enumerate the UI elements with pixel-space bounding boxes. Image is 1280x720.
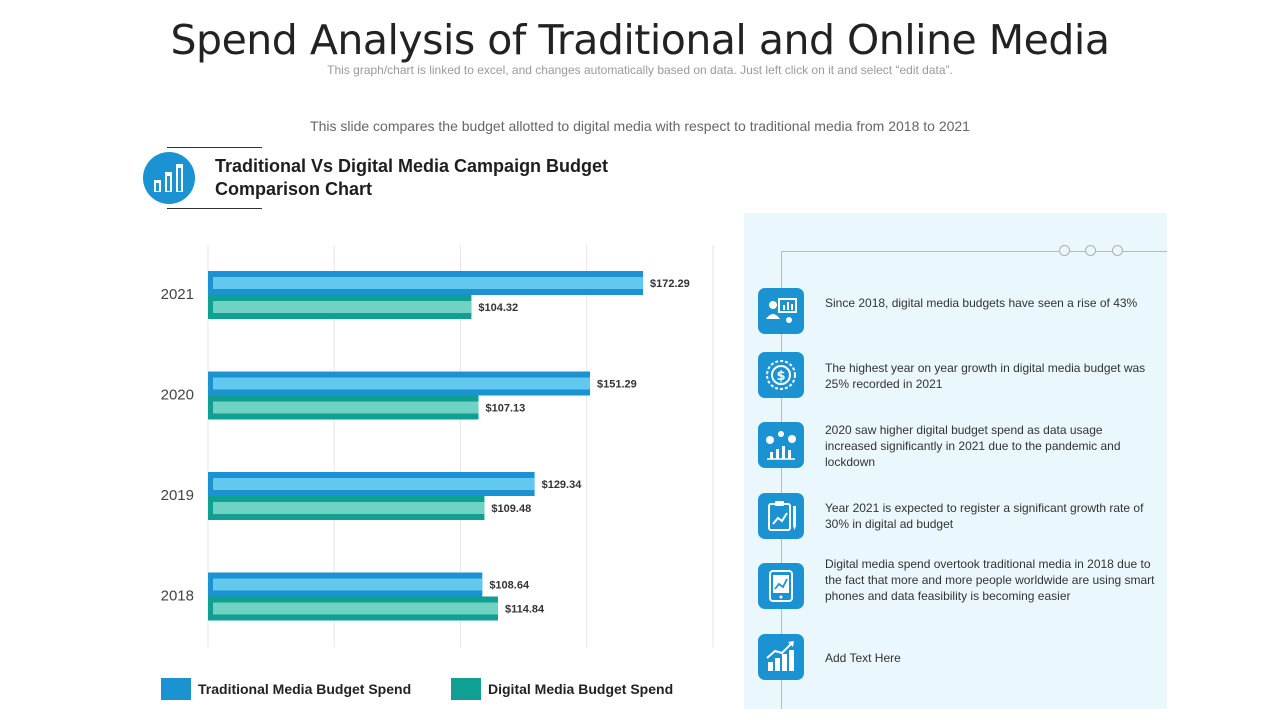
bar-highlight: [213, 478, 535, 490]
data-label: $114.84: [505, 604, 545, 616]
insights-panel: Since 2018, digital media budgets have s…: [744, 213, 1167, 709]
insight-text-6: Add Text Here: [825, 651, 901, 665]
growth-chart-icon: [758, 422, 804, 468]
bar-highlight: [213, 301, 472, 313]
page-title: Spend Analysis of Traditional and Online…: [170, 16, 1110, 64]
trend-bars-icon: [758, 634, 804, 680]
insight-text-4: Year 2021 is expected to register a sign…: [825, 501, 1144, 531]
panel-dot: [1085, 245, 1096, 256]
heading-bottom-line: [167, 208, 262, 209]
bar-highlight: [213, 578, 483, 591]
data-label: $172.29: [650, 278, 690, 290]
panel-dot: [1059, 245, 1070, 256]
data-label: $108.64: [489, 580, 530, 592]
insight-text-3: 2020 saw higher digital budget spend as …: [825, 423, 1121, 469]
bar-highlight: [213, 502, 485, 514]
legend-swatch-digital: [451, 678, 481, 700]
data-label: $104.32: [478, 302, 518, 314]
bar-highlight: [213, 377, 591, 390]
legend-item-traditional: Traditional Media Budget Spend: [161, 678, 411, 700]
data-label: $151.29: [597, 379, 637, 391]
legend-label-digital: Digital Media Budget Spend: [488, 681, 674, 697]
presentation-icon: [758, 288, 804, 334]
category-label: 2020: [161, 387, 194, 404]
panel-dot: [1112, 245, 1123, 256]
legend-label-traditional: Traditional Media Budget Spend: [198, 681, 412, 697]
category-label: 2021: [161, 286, 194, 303]
category-label: 2018: [161, 588, 194, 605]
bar-highlight: [213, 401, 479, 414]
slide-subtitle: This slide compares the budget allotted …: [310, 118, 970, 134]
data-label: $107.13: [486, 403, 526, 415]
data-label: $129.34: [542, 479, 583, 491]
bar-highlight: [213, 602, 498, 615]
svg-text:$: $: [776, 369, 785, 384]
insight-text-1: Since 2018, digital media budgets have s…: [825, 296, 1138, 310]
panel-top-line: [781, 251, 1167, 252]
legend-swatch-traditional: [161, 678, 191, 700]
bar-chart-icon: [143, 152, 195, 204]
data-label: $109.48: [491, 503, 531, 515]
insight-text-5: Digital media spend overtook traditional…: [825, 557, 1155, 603]
legend-item-digital: Digital Media Budget Spend: [451, 678, 673, 700]
chart-heading: Traditional Vs Digital Media Campaign Bu…: [215, 156, 609, 199]
panel-timeline-line: [781, 251, 782, 709]
coin-icon: $: [758, 352, 804, 398]
bar-highlight: [213, 277, 644, 289]
insight-text-2: The highest year on year growth in digit…: [825, 361, 1146, 391]
excel-link-note: This graph/chart is linked to excel, and…: [327, 63, 953, 77]
heading-top-line: [167, 147, 262, 148]
category-label: 2019: [161, 487, 194, 504]
tablet-chart-icon: [758, 563, 804, 609]
bar-chart: 2021 $172.29 $104.32 2020 $151.29 $107.13 2019…: [161, 245, 714, 647]
clipboard-chart-icon: [758, 493, 804, 539]
